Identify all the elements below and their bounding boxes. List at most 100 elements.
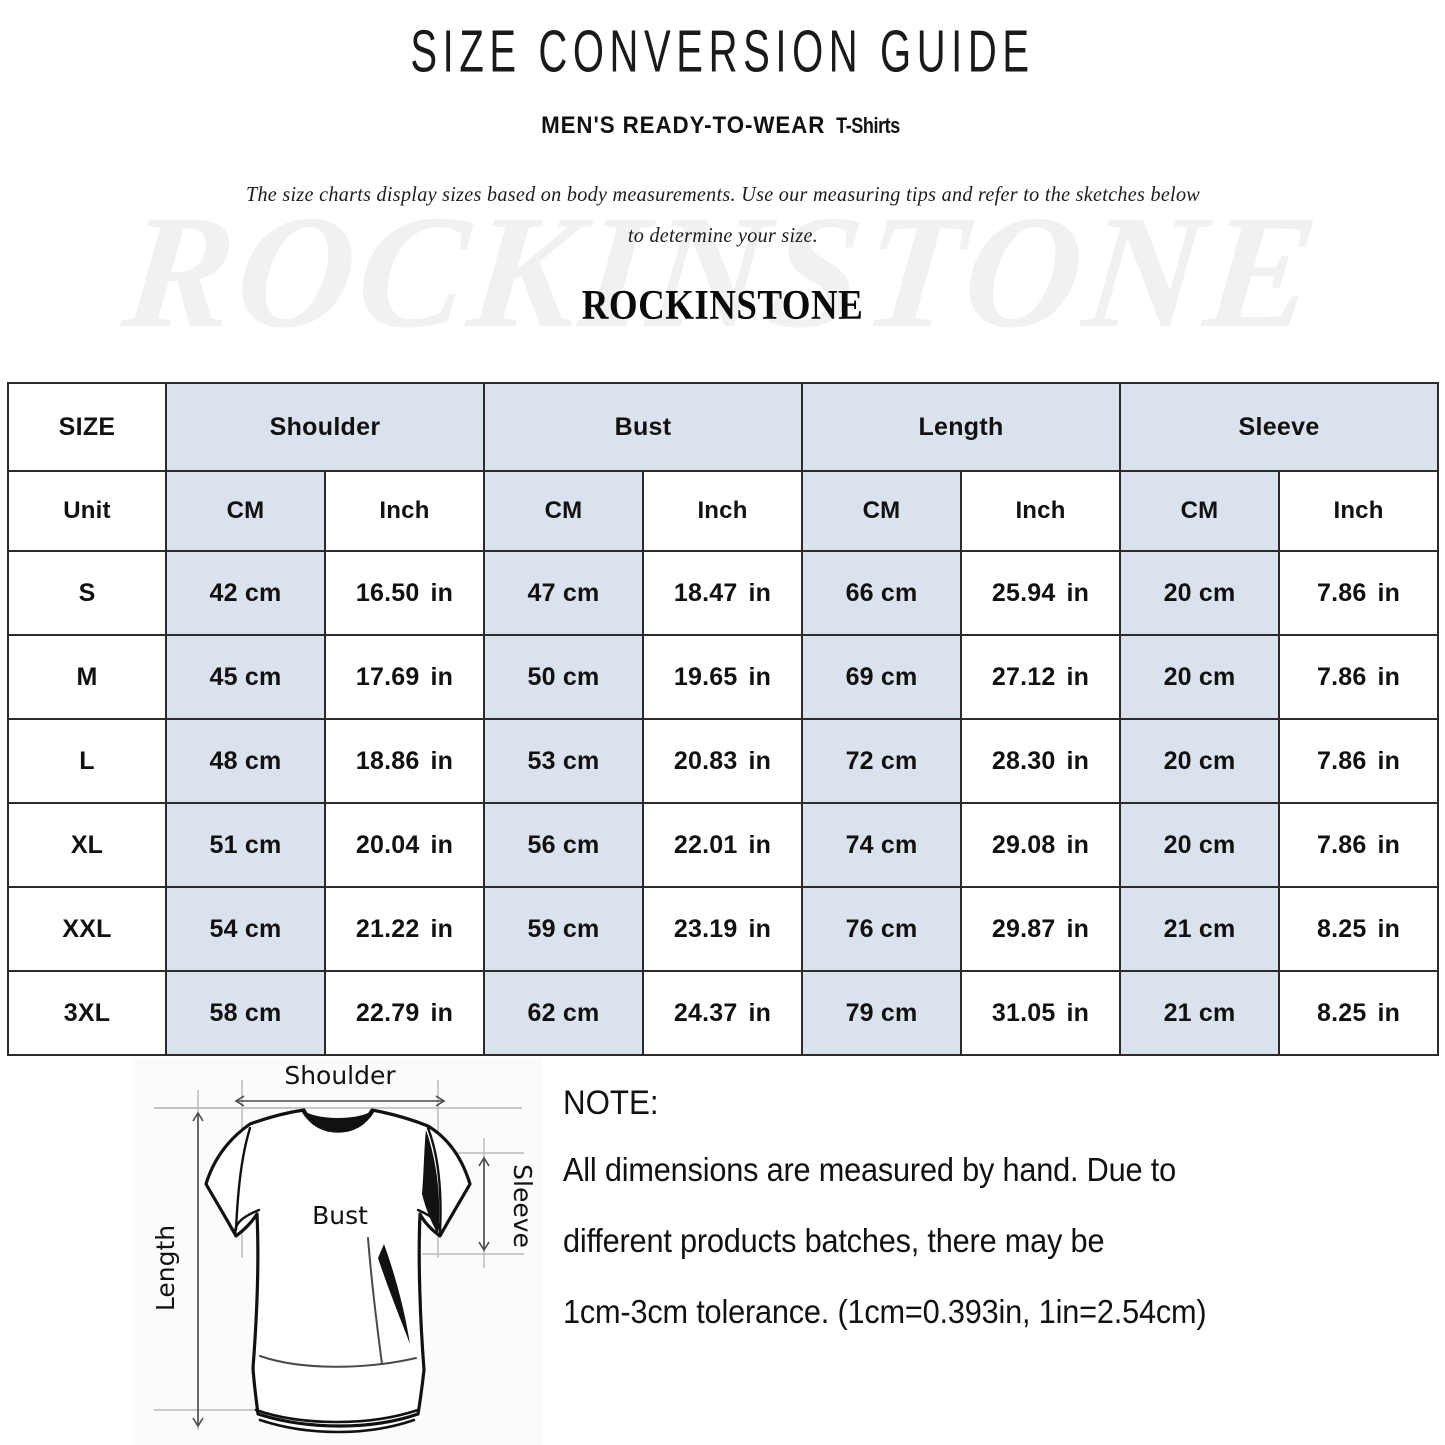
cell-inch: 20.04 in: [324, 802, 485, 888]
table-row: XXL 54 cm 21.22 in 59 cm 23.19 in 76 cm 29.87 in 2…: [7, 886, 1440, 972]
inch-unit: in: [430, 578, 454, 607]
cell-inch: 23.19 in: [641, 886, 804, 972]
inch-unit: in: [748, 914, 772, 943]
inch-unit: in: [430, 746, 454, 775]
inch-value: 27.12: [991, 662, 1056, 691]
cell-inch: 8.25 in: [1278, 970, 1440, 1056]
inch-value: 29.08: [991, 830, 1056, 859]
column-header-sleeve: Sleeve: [1119, 382, 1440, 472]
inch-value: 21.22: [355, 914, 420, 943]
subtitle: MEN'S READY-TO-WEAR T-Shirts: [51, 112, 1395, 140]
cell-inch: 7.86 in: [1278, 718, 1440, 804]
table-row: S 42 cm 16.50 in 47 cm 18.47 in 66 cm 25.94 in 20 …: [7, 550, 1440, 636]
unit-header-sleeve-cm: CM: [1119, 470, 1281, 552]
tshirt-measurement-diagram: Shoulder Bust Length Sleeve: [132, 1058, 542, 1445]
diagram-label-sleeve: Sleeve: [508, 1164, 537, 1248]
inch-value: 29.87: [991, 914, 1056, 943]
table-row: XL 51 cm 20.04 in 56 cm 22.01 in 74 cm 29.08 in 20…: [7, 802, 1440, 888]
cell-inch: 18.86 in: [324, 718, 485, 804]
inch-unit: in: [748, 998, 772, 1027]
column-header-shoulder: Shoulder: [165, 382, 485, 472]
table-unit-header-row: Unit CM Inch CM Inch CM Inch CM Inch: [7, 470, 1440, 552]
inch-value: 7.86: [1316, 578, 1367, 607]
unit-header-sleeve-inch: Inch: [1278, 470, 1440, 552]
unit-header-bust-cm: CM: [483, 470, 644, 552]
cell-inch: 25.94 in: [960, 550, 1122, 636]
inch-value: 20.04: [355, 830, 420, 859]
cell-cm: 76 cm: [801, 886, 963, 972]
size-chart-table: SIZE Shoulder Bust Length Sleeve Unit CM…: [7, 382, 1440, 1056]
cell-cm: 51 cm: [165, 802, 326, 888]
table-row: M 45 cm 17.69 in 50 cm 19.65 in 69 cm 27.12 in 20 …: [7, 634, 1440, 720]
cell-inch: 28.30 in: [960, 718, 1122, 804]
inch-unit: in: [1377, 998, 1401, 1027]
cell-size: XXL: [7, 886, 167, 972]
unit-header-length-cm: CM: [801, 470, 963, 552]
inch-value: 7.86: [1316, 662, 1367, 691]
inch-value: 19.65: [673, 662, 738, 691]
cell-inch: 22.01 in: [641, 802, 804, 888]
inch-value: 24.37: [673, 998, 738, 1027]
column-header-unit: Unit: [7, 470, 167, 552]
inch-unit: in: [748, 746, 772, 775]
cell-cm: 66 cm: [801, 550, 963, 636]
inch-unit: in: [1066, 914, 1090, 943]
diagram-label-length: Length: [151, 1225, 180, 1311]
unit-header-length-inch: Inch: [960, 470, 1122, 552]
inch-unit: in: [430, 998, 454, 1027]
inch-unit: in: [748, 830, 772, 859]
cell-inch: 7.86 in: [1278, 634, 1440, 720]
column-header-bust: Bust: [482, 382, 804, 472]
cell-cm: 47 cm: [483, 550, 644, 636]
column-header-length: Length: [801, 382, 1122, 472]
inch-value: 18.47: [673, 578, 738, 607]
note-line-3: 1cm-3cm tolerance. (1cm=0.393in, 1in=2.5…: [563, 1293, 1207, 1330]
subtitle-product: T-Shirts: [835, 113, 900, 138]
inch-unit: in: [1377, 746, 1401, 775]
cell-inch: 27.12 in: [960, 634, 1122, 720]
cell-cm: 59 cm: [483, 886, 644, 972]
inch-unit: in: [430, 914, 454, 943]
cell-inch: 19.65 in: [641, 634, 804, 720]
cell-inch: 29.87 in: [960, 886, 1122, 972]
cell-size: L: [7, 718, 167, 804]
inch-unit: in: [1066, 662, 1090, 691]
inch-unit: in: [1066, 746, 1090, 775]
diagram-label-bust: Bust: [312, 1201, 368, 1230]
cell-size: S: [7, 550, 167, 636]
subtitle-category: MEN'S READY-TO-WEAR: [541, 112, 826, 139]
inch-value: 18.86: [355, 746, 420, 775]
inch-value: 22.79: [355, 998, 420, 1027]
cell-cm: 20 cm: [1119, 550, 1281, 636]
cell-cm: 54 cm: [165, 886, 326, 972]
brand-name: ROCKINSTONE: [581, 282, 864, 329]
cell-inch: 8.25 in: [1278, 886, 1440, 972]
cell-cm: 48 cm: [165, 718, 326, 804]
cell-cm: 20 cm: [1119, 634, 1281, 720]
diagram-label-shoulder: Shoulder: [284, 1061, 396, 1090]
unit-header-bust-inch: Inch: [641, 470, 804, 552]
cell-inch: 24.37 in: [641, 970, 804, 1056]
note-title: NOTE:: [563, 1084, 659, 1122]
cell-inch: 31.05 in: [960, 970, 1122, 1056]
inch-value: 8.25: [1316, 914, 1367, 943]
inch-value: 7.86: [1316, 830, 1367, 859]
cell-inch: 16.50 in: [324, 550, 485, 636]
size-chart-table-container: SIZE Shoulder Bust Length Sleeve Unit CM…: [7, 382, 1440, 1056]
cell-cm: 79 cm: [801, 970, 963, 1056]
cell-inch: 18.47 in: [641, 550, 804, 636]
cell-cm: 74 cm: [801, 802, 963, 888]
header-block: SIZE CONVERSION GUIDE MEN'S READY-TO-WEA…: [0, 0, 1445, 330]
inch-unit: in: [1066, 830, 1090, 859]
unit-header-shoulder-inch: Inch: [324, 470, 485, 552]
inch-unit: in: [430, 662, 454, 691]
inch-value: 31.05: [991, 998, 1056, 1027]
cell-inch: 7.86 in: [1278, 802, 1440, 888]
inch-unit: in: [1066, 998, 1090, 1027]
bottom-section: Shoulder Bust Length Sleeve NOTE: All di…: [0, 1046, 1445, 1445]
cell-inch: 17.69 in: [324, 634, 485, 720]
cell-cm: 72 cm: [801, 718, 963, 804]
inch-unit: in: [1066, 578, 1090, 607]
cell-cm: 20 cm: [1119, 802, 1281, 888]
note-block: NOTE: All dimensions are measured by han…: [563, 1084, 1423, 1366]
